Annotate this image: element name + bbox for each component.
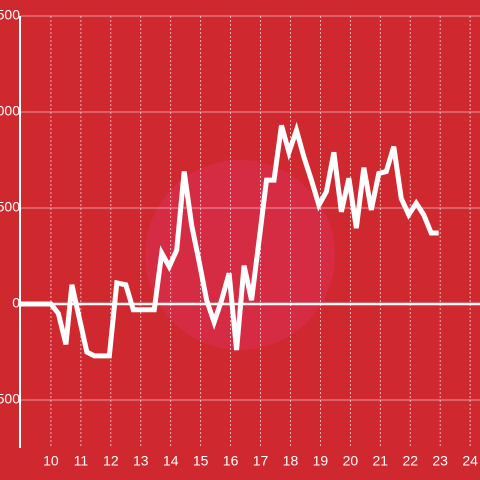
watermark [145,160,335,350]
x-tick-label: 18 [283,453,299,469]
x-tick-label: 24 [462,453,478,469]
x-tick-label: 15 [193,453,209,469]
x-tick-label: 23 [432,453,448,469]
x-tick-label: 16 [223,453,239,469]
x-tick-label: 11 [74,453,89,469]
x-tick-label: 12 [103,453,119,469]
x-tick-label: 19 [313,453,329,469]
x-tick-label: 17 [253,453,269,469]
y-tick-label: 500 [0,199,20,215]
x-tick-label: 10 [43,453,59,469]
y-tick-label: 1,000 [0,103,20,119]
y-tick-label: 1,500 [0,7,20,23]
x-tick-label: 20 [343,453,359,469]
x-tick-label: 21 [373,453,389,469]
line [21,121,439,359]
x-tick-label: 14 [163,453,179,469]
x-tick-label: 13 [133,453,149,469]
x-tick-label: 22 [402,453,418,469]
y-tick-label: -500 [0,391,20,407]
y-tick-label: 0 [12,295,20,311]
